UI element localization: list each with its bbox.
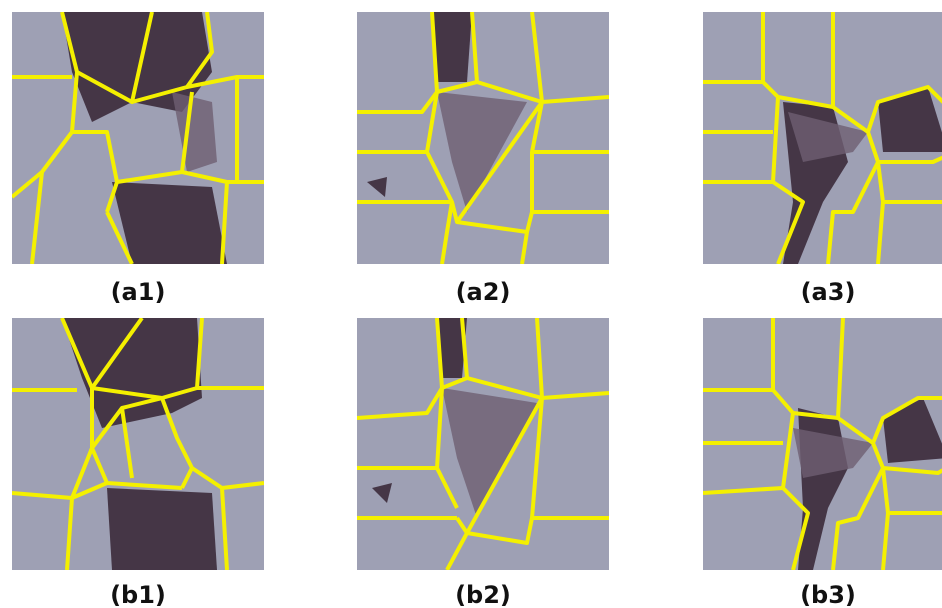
panel-image	[12, 318, 264, 570]
panel-label: (a3)	[801, 278, 856, 306]
panel-image	[703, 12, 942, 264]
panel-image	[357, 318, 609, 570]
panel-label: (a1)	[111, 278, 166, 306]
panel-image	[357, 12, 609, 264]
panel-label: (b1)	[110, 581, 166, 608]
panel-label: (b3)	[800, 581, 856, 608]
panel-label: (a2)	[456, 278, 511, 306]
panel-image	[12, 12, 264, 264]
panel-image	[703, 318, 942, 570]
figure: (a1) (a2) (a3) (b1) (b2)	[0, 0, 942, 608]
panel-label: (b2)	[455, 581, 511, 608]
